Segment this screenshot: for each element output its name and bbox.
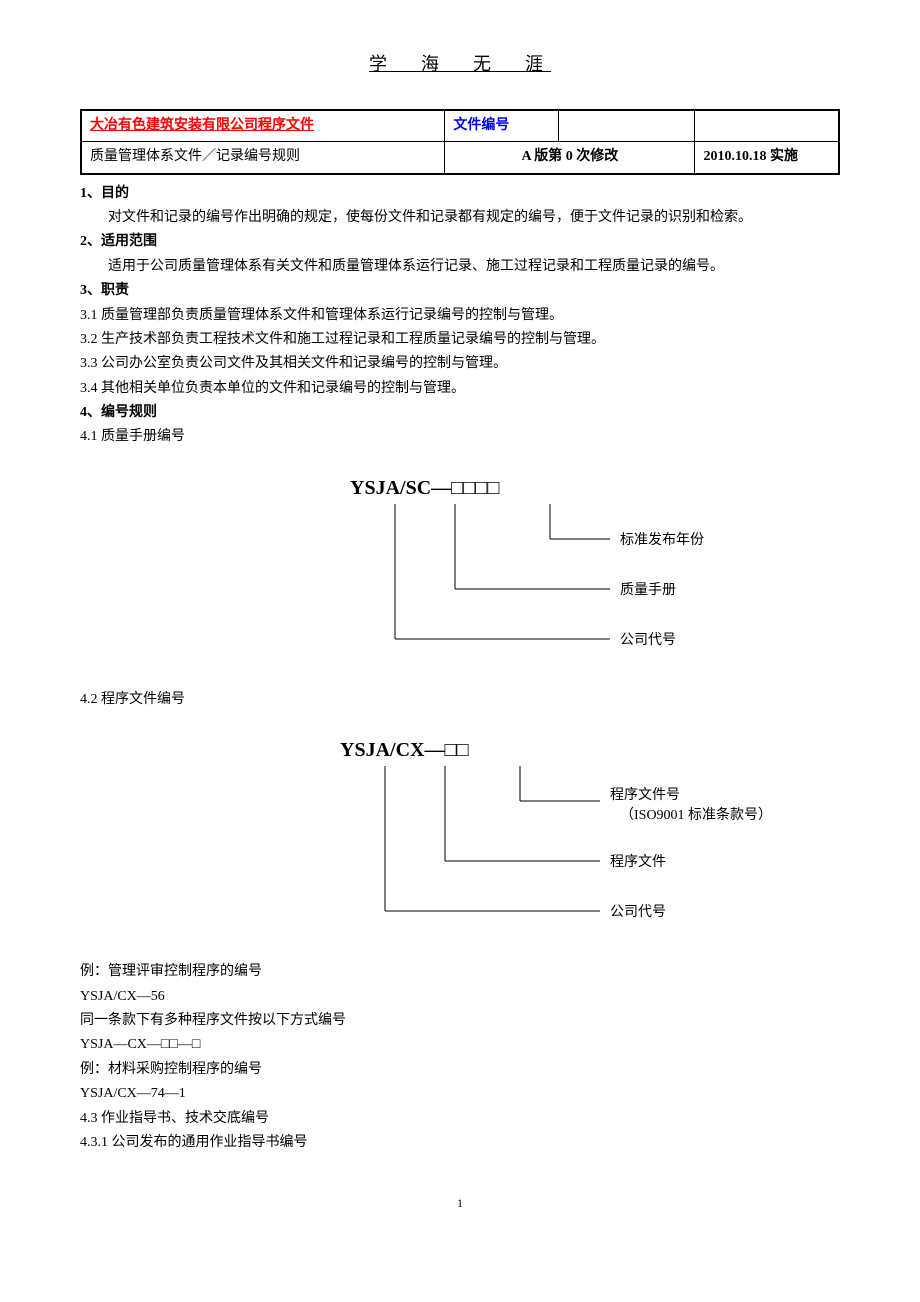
list-item: 3.2 生产技术部负责工程技术文件和施工过程记录和工程质量记录编号的控制与管理。 xyxy=(80,329,840,351)
svg-text:YSJA/SC—□□□□: YSJA/SC—□□□□ xyxy=(350,477,499,499)
section-heading: 4、编号规则 xyxy=(80,402,840,424)
svg-text:公司代号: 公司代号 xyxy=(610,904,666,920)
svg-text:程序文件号: 程序文件号 xyxy=(610,787,680,803)
document-info-table: 大冶有色建筑安装有限公司程序文件 文件编号 质量管理体系文件／记录编号规则 A … xyxy=(80,109,840,175)
svg-text:YSJA/CX—□□: YSJA/CX—□□ xyxy=(340,739,469,761)
svg-text:程序文件: 程序文件 xyxy=(610,854,666,870)
table-row: 大冶有色建筑安装有限公司程序文件 文件编号 xyxy=(81,110,839,142)
page-header: 学 海 无 涯 xyxy=(80,50,840,79)
example-code: YSJA/CX—74—1 xyxy=(80,1083,840,1105)
company-name: 大冶有色建筑安装有限公司程序文件 xyxy=(90,118,314,133)
list-item: 4.2 程序文件编号 xyxy=(80,689,840,711)
list-item: 4.3 作业指导书、技术交底编号 xyxy=(80,1108,840,1130)
svg-text:标准发布年份: 标准发布年份 xyxy=(620,532,704,548)
version-info: A 版第 0 次修改 xyxy=(445,142,695,174)
list-item: 4.3.1 公司发布的通用作业指导书编号 xyxy=(80,1132,840,1154)
list-item: 3.4 其他相关单位负责本单位的文件和记录编号的控制与管理。 xyxy=(80,378,840,400)
example-text: 同一条款下有多种程序文件按以下方式编号 xyxy=(80,1010,840,1032)
svg-text:公司代号: 公司代号 xyxy=(620,632,676,648)
table-row: 质量管理体系文件／记录编号规则 A 版第 0 次修改 2010.10.18 实施 xyxy=(81,142,839,174)
example-code: YSJA/CX—56 xyxy=(80,986,840,1008)
doc-number-label: 文件编号 xyxy=(453,118,509,133)
list-item: 3.1 质量管理部负责质量管理体系文件和管理体系运行记录编号的控制与管理。 xyxy=(80,305,840,327)
example-text: 例：材料采购控制程序的编号 xyxy=(80,1059,840,1081)
example-text: 例：管理评审控制程序的编号 xyxy=(80,961,840,983)
section-heading: 3、职责 xyxy=(80,280,840,302)
empty-cell xyxy=(695,110,839,142)
numbering-diagram-1: YSJA/SC—□□□□ 标准发布年份 质量手册 公司代号 xyxy=(160,469,760,669)
doc-title: 质量管理体系文件／记录编号规则 xyxy=(81,142,445,174)
svg-text:质量手册: 质量手册 xyxy=(620,582,676,598)
example-code: YSJA—CX—□□—□ xyxy=(80,1034,840,1056)
list-item: 4.1 质量手册编号 xyxy=(80,426,840,448)
list-item: 3.3 公司办公室负责公司文件及其相关文件和记录编号的控制与管理。 xyxy=(80,353,840,375)
page-number: 1 xyxy=(80,1194,840,1213)
section-body: 对文件和记录的编号作出明确的规定，使每份文件和记录都有规定的编号，便于文件记录的… xyxy=(80,207,840,229)
effective-date: 2010.10.18 实施 xyxy=(695,142,839,174)
numbering-diagram-2: YSJA/CX—□□ 程序文件号 （ISO9001 标准条款号） 程序文件 公司… xyxy=(150,731,770,941)
svg-text:（ISO9001 标准条款号）: （ISO9001 标准条款号） xyxy=(620,806,770,823)
empty-cell xyxy=(559,110,695,142)
section-body: 适用于公司质量管理体系有关文件和质量管理体系运行记录、施工过程记录和工程质量记录… xyxy=(80,256,840,278)
section-heading: 1、目的 xyxy=(80,183,840,205)
section-heading: 2、适用范围 xyxy=(80,231,840,253)
